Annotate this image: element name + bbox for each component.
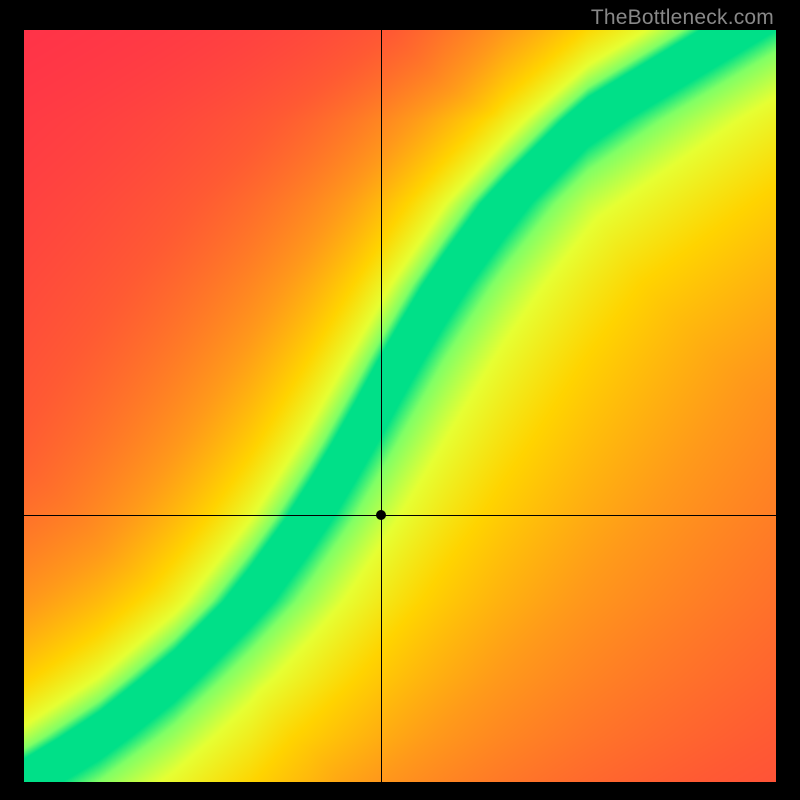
heatmap-plot	[24, 30, 776, 782]
crosshair-vertical	[381, 30, 382, 782]
crosshair-horizontal	[24, 515, 776, 516]
heatmap-canvas	[24, 30, 776, 782]
marker-dot	[376, 510, 386, 520]
watermark-text: TheBottleneck.com	[591, 6, 774, 30]
